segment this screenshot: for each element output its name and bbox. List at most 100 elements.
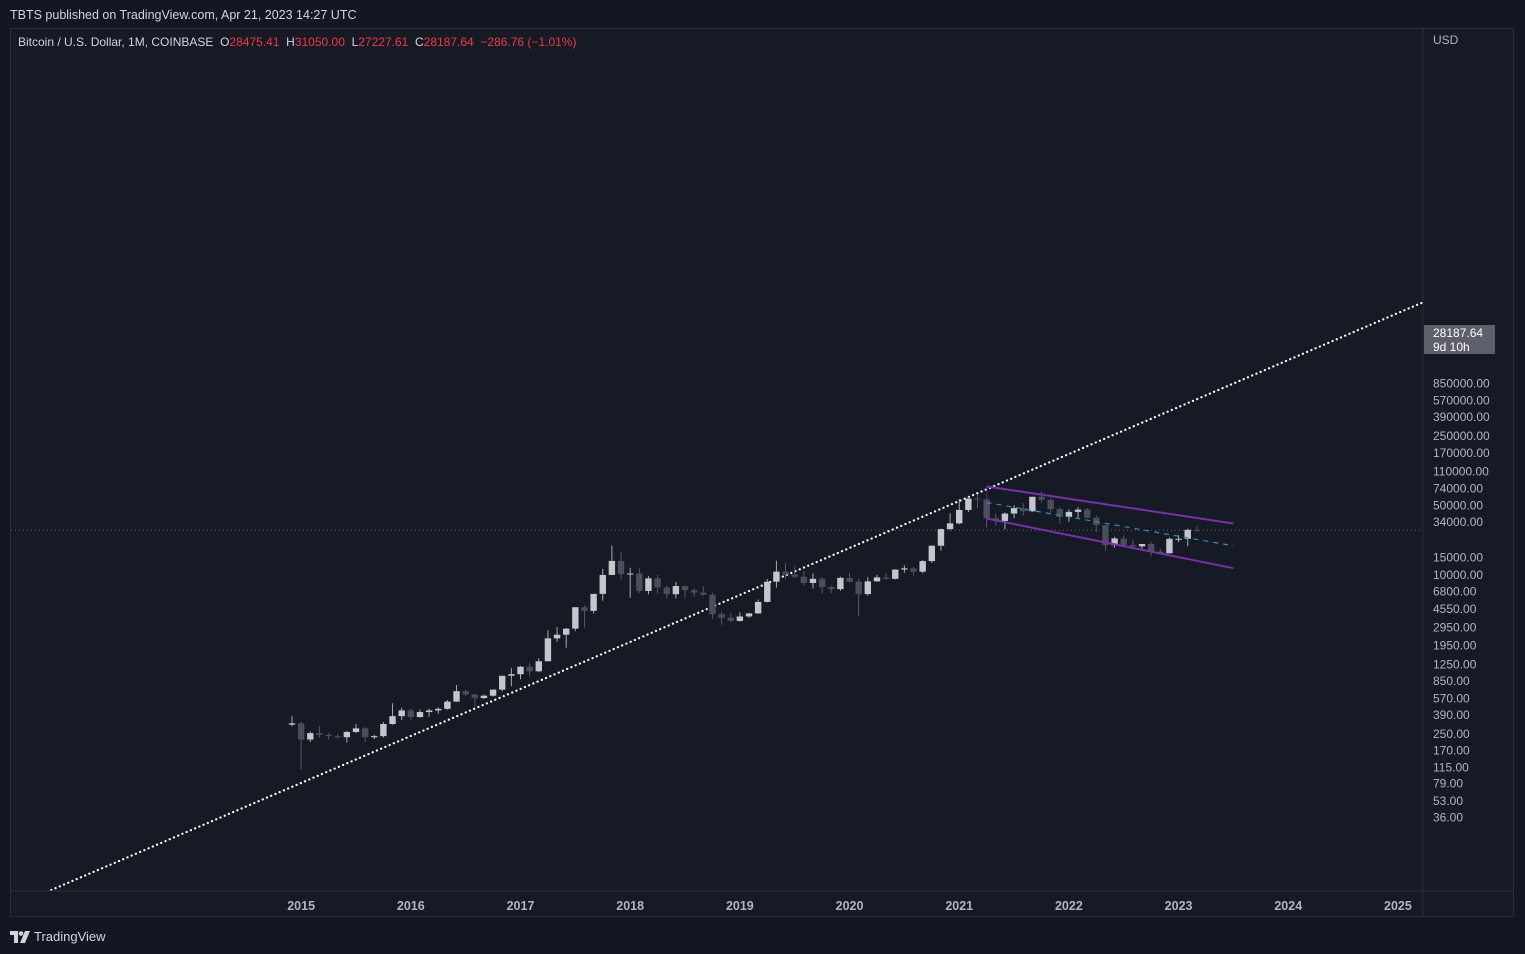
y-tick-label: 250000.00 — [1433, 429, 1490, 443]
candle — [553, 627, 561, 642]
candle-body — [800, 576, 808, 583]
candle-body — [1129, 544, 1137, 547]
candle-body — [654, 578, 661, 588]
x-tick-label: 2024 — [1274, 899, 1302, 913]
candle — [334, 733, 341, 739]
ohlc-legend: Bitcoin / U.S. Dollar, 1M, COINBASE O284… — [18, 35, 576, 49]
channel-upper-line[interactable] — [986, 485, 1234, 525]
candle-body — [626, 573, 634, 575]
candle-body — [462, 691, 469, 695]
candle — [700, 586, 707, 596]
candle-body — [444, 701, 451, 709]
candle — [508, 667, 515, 687]
candle — [1047, 498, 1054, 514]
candle-body — [718, 614, 725, 618]
candle-body — [919, 561, 926, 572]
x-tick-label: 2019 — [726, 899, 754, 913]
candle — [882, 573, 890, 580]
candle — [800, 571, 808, 586]
chart-frame[interactable] — [10, 28, 1514, 917]
candle-body — [645, 578, 652, 591]
y-tick-label: 110000.00 — [1433, 465, 1489, 479]
candle — [1010, 505, 1018, 519]
candle-body — [425, 710, 433, 713]
last-price-badge — [1424, 325, 1495, 354]
candle-body — [1056, 508, 1063, 517]
channel-lower-line[interactable] — [986, 517, 1234, 570]
candle — [1083, 507, 1091, 518]
candle — [937, 528, 945, 551]
candle — [608, 545, 616, 575]
candle — [599, 568, 606, 601]
candle — [965, 496, 972, 513]
candle — [544, 630, 552, 662]
time-axis[interactable]: 2015 2016 2017 2018 2019 2020 2021 2022 2023 2024… — [287, 899, 1412, 913]
low-label: L — [351, 35, 359, 49]
candle-body — [873, 577, 881, 582]
x-tick-label: 2023 — [1165, 899, 1193, 913]
candle — [919, 560, 926, 574]
candle-body — [855, 581, 862, 595]
candle — [1147, 541, 1155, 557]
x-tick-label: 2025 — [1384, 899, 1412, 913]
candle — [1193, 526, 1201, 532]
trend-line[interactable] — [50, 301, 1424, 892]
x-tick-label: 2017 — [507, 899, 535, 913]
candle — [782, 563, 789, 580]
candle-body — [1001, 513, 1009, 521]
candle-body — [892, 569, 899, 579]
candle-body — [617, 560, 625, 575]
candle — [1001, 512, 1009, 530]
candle — [343, 730, 351, 743]
candle — [837, 576, 844, 591]
tradingview-logo[interactable]: TradingView — [10, 929, 106, 944]
candle — [499, 675, 506, 692]
candle-body — [946, 523, 954, 530]
candle — [855, 578, 862, 617]
last-price-marker: 28187.64 9d 10h — [1424, 325, 1495, 354]
top-bar: TBTS published on TradingView.com, Apr 2… — [0, 0, 1525, 28]
candle-body — [910, 568, 917, 572]
high-label: H — [286, 35, 295, 49]
candle-body — [297, 723, 305, 740]
candle-body — [544, 638, 552, 662]
candle — [928, 545, 935, 563]
candle-body — [1147, 544, 1155, 552]
candle — [1020, 503, 1027, 516]
y-tick-label: 4550.00 — [1433, 602, 1477, 616]
candle-body — [1029, 496, 1036, 512]
y-tick-label: 390.00 — [1433, 708, 1470, 722]
candle — [380, 722, 387, 738]
candle-body — [325, 734, 332, 737]
y-tick-label: 10000.00 — [1433, 568, 1483, 582]
candle — [1074, 507, 1082, 519]
candle — [727, 613, 734, 623]
y-tick-label: 1950.00 — [1433, 638, 1477, 652]
candle — [526, 663, 533, 677]
x-tick-label: 2021 — [945, 899, 973, 913]
candle — [297, 722, 305, 770]
close-label: C — [414, 35, 424, 49]
candle-body — [709, 594, 716, 615]
candle — [764, 579, 771, 603]
open-label: O — [220, 35, 230, 49]
candle-body — [1038, 496, 1045, 500]
tradingview-logo-text: TradingView — [34, 929, 106, 944]
currency-label: USD — [1433, 33, 1459, 47]
y-tick-label: 53.00 — [1433, 794, 1463, 808]
candle-body — [343, 731, 351, 738]
candle-body — [818, 578, 826, 588]
candle-body — [334, 736, 341, 738]
candle-body — [1184, 529, 1191, 539]
candle-body — [517, 666, 524, 675]
published-caption: TBTS published on TradingView.com, Apr 2… — [10, 8, 357, 22]
candle-body — [599, 574, 606, 594]
candle — [572, 607, 579, 632]
candle-body — [1065, 511, 1073, 517]
candle — [1093, 515, 1100, 533]
candle-body — [672, 586, 680, 595]
price-axis[interactable]: USD 850000.00 570000.00 390000.00 250000.00… — [1433, 33, 1490, 825]
candle — [974, 494, 981, 509]
candle — [398, 707, 405, 721]
